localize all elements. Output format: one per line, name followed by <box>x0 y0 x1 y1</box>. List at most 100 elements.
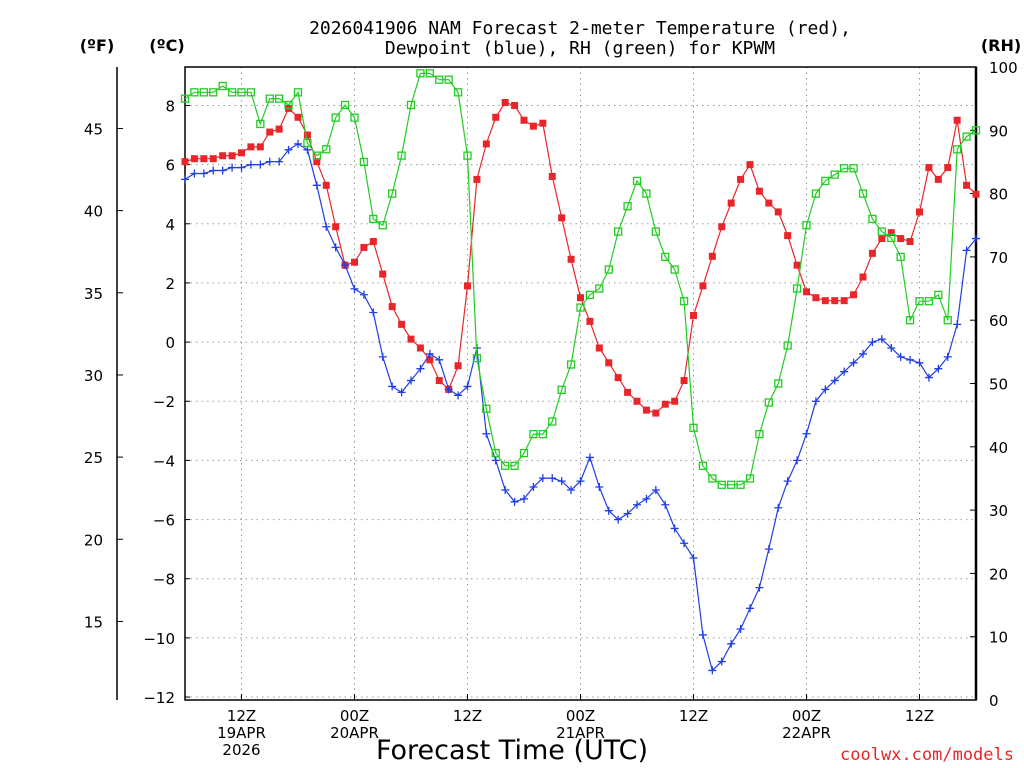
temperature-point <box>784 232 792 240</box>
celsius-tick-label: −12 <box>143 689 175 707</box>
rh-point <box>435 75 444 84</box>
dewpoint-point <box>887 344 896 353</box>
celsius-tick-label: −10 <box>143 630 175 648</box>
rh-tick-label: 80 <box>989 186 1008 204</box>
dewpoint-point <box>868 338 877 347</box>
rh-point <box>472 354 482 363</box>
dewpoint-point <box>359 290 368 299</box>
dewpoint-point <box>717 657 726 666</box>
rh-point <box>727 480 736 489</box>
dewpoint-point <box>369 308 378 317</box>
rh-point <box>293 88 303 97</box>
rh-point <box>689 423 698 432</box>
grid-layer <box>185 67 976 700</box>
dewpoint-point <box>435 355 444 364</box>
dewpoint-point <box>896 352 905 361</box>
rh-axis-label: (RH) <box>981 36 1021 55</box>
rh-point <box>246 88 256 97</box>
rh-point <box>953 145 962 154</box>
dewpoint-point <box>746 604 754 613</box>
temperature-point <box>511 101 519 109</box>
temperature-point <box>464 282 471 290</box>
temperature-point <box>520 116 528 124</box>
rh-point <box>745 474 755 483</box>
rh-point <box>284 100 293 110</box>
dewpoint-point <box>623 509 632 518</box>
rh-point <box>774 379 783 388</box>
dewpoint-point <box>727 639 736 648</box>
dewpoint-point <box>651 485 660 494</box>
temperature-point <box>332 223 340 231</box>
temperature-point <box>303 131 311 139</box>
temperature-point <box>388 303 396 311</box>
dewpoint-point <box>491 456 500 465</box>
rh-point <box>322 145 331 154</box>
dewpoint-point <box>501 485 510 494</box>
x-tick-label: 19APR <box>217 724 266 742</box>
temperature-point <box>737 175 745 183</box>
chart-title-line1: 2026041906 NAM Forecast 2-meter Temperat… <box>309 18 851 39</box>
temperature-point <box>850 291 858 299</box>
temperature-point <box>294 113 302 121</box>
rh-point <box>529 429 538 439</box>
rh-tick-label: 50 <box>989 376 1008 394</box>
rh-point <box>736 480 745 489</box>
dewpoint-point <box>633 500 641 509</box>
temperature-point <box>219 152 227 160</box>
temperature-point <box>605 359 613 367</box>
temperature-line <box>184 101 977 414</box>
rh-point <box>397 151 406 160</box>
temperature-point <box>624 388 632 396</box>
rh-tick-label: 90 <box>989 122 1008 140</box>
rh-tick-label: 10 <box>989 629 1008 647</box>
temperature-point <box>548 172 556 180</box>
dewpoint-point <box>877 335 886 344</box>
temperature-point <box>238 149 245 157</box>
rh-point <box>971 126 981 135</box>
dewpoint-point <box>303 145 312 154</box>
dewpoint-point <box>595 483 604 492</box>
celsius-tick-label: −2 <box>153 393 175 411</box>
temperature-point <box>671 397 679 405</box>
dewpoint-point <box>774 503 783 512</box>
fahrenheit-tick-label: 15 <box>84 613 103 631</box>
dewpoint-point <box>661 500 670 509</box>
rh-point <box>566 360 576 369</box>
rh-point <box>887 233 896 243</box>
dewpoint-point <box>642 494 651 503</box>
x-tick-label: 00Z <box>792 707 821 725</box>
dewpoint-point <box>510 497 519 506</box>
rh-point <box>501 461 510 470</box>
celsius-tick-label: −8 <box>153 571 175 589</box>
rh-tick-label: 100 <box>989 59 1018 77</box>
temperature-point <box>200 155 208 163</box>
temperature-point <box>614 374 622 382</box>
x-axis-title: Forecast Time (UTC) <box>376 735 648 766</box>
rh-point <box>792 284 802 293</box>
dewpoint-point <box>237 163 246 172</box>
temperature-point <box>313 158 321 166</box>
temperature-point <box>906 238 914 246</box>
dewpoint-point <box>228 163 237 172</box>
dewpoint-point <box>256 160 265 169</box>
dewpoint-point <box>557 477 566 486</box>
rh-point <box>557 385 566 394</box>
celsius-tick-label: 6 <box>165 157 175 175</box>
temperature-point <box>831 297 839 305</box>
x-tick-label: 12Z <box>905 707 934 725</box>
rh-point <box>199 88 208 97</box>
temperature-point <box>925 164 933 172</box>
temperature-point <box>840 297 848 305</box>
dewpoint-point <box>341 261 350 270</box>
x-tick-label: 12Z <box>453 707 482 725</box>
temperature-point <box>275 125 283 133</box>
temperature-point <box>426 356 434 364</box>
rh-line <box>184 72 977 486</box>
dewpoint-point <box>454 391 463 400</box>
dewpoint-point <box>821 385 830 394</box>
dewpoint-point <box>294 139 302 148</box>
temperature-point <box>501 98 509 106</box>
celsius-tick-label: −6 <box>153 512 175 530</box>
series-layer <box>180 69 981 675</box>
rh-point <box>632 176 642 186</box>
